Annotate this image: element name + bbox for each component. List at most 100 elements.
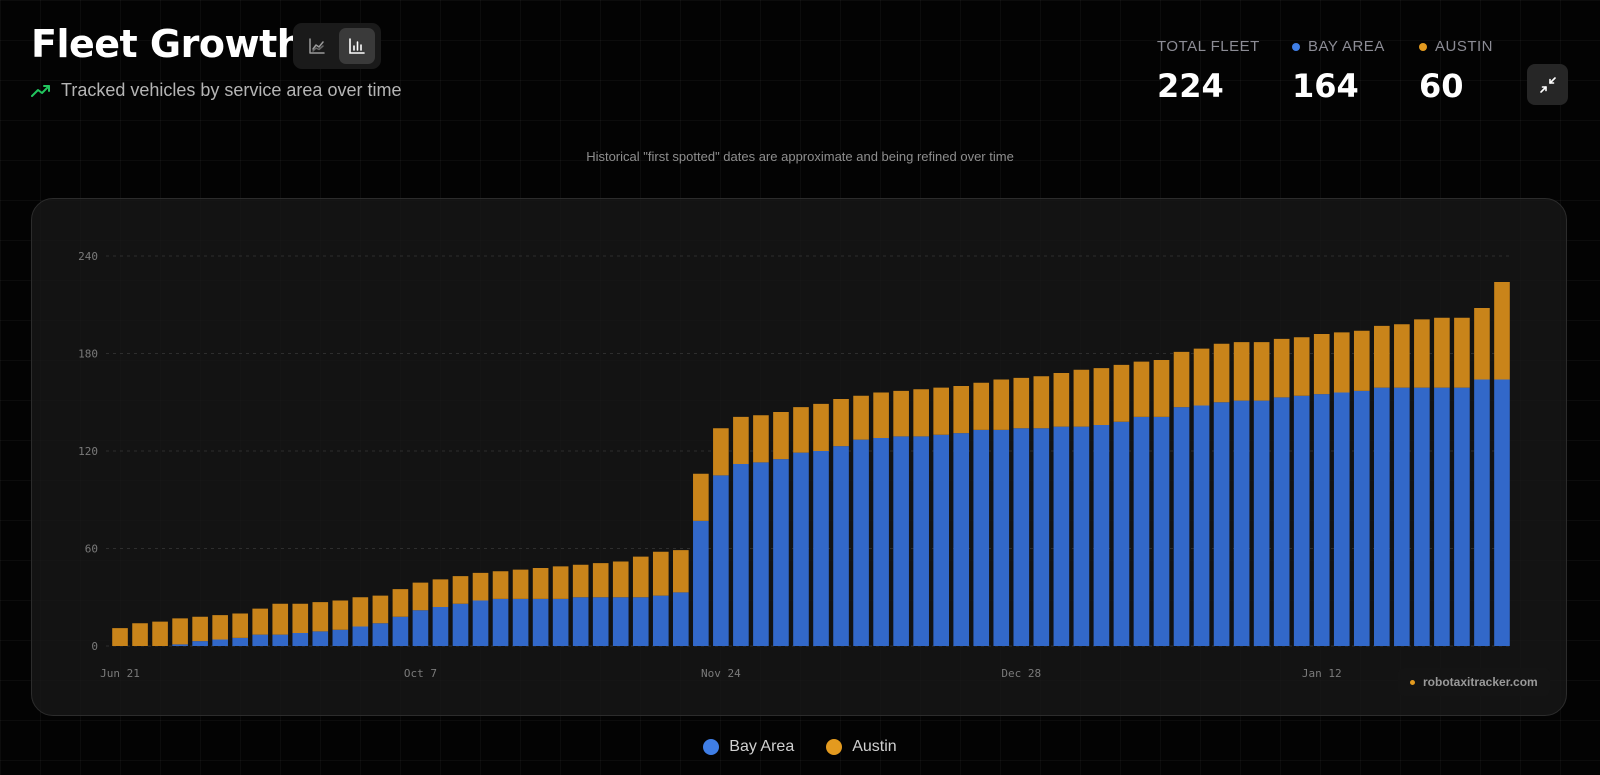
- line-chart-button[interactable]: [299, 28, 335, 64]
- bar-bay-area: [693, 520, 709, 646]
- bar-bay-area: [652, 595, 669, 646]
- bar-austin: [833, 399, 849, 447]
- bay-area-label: BAY AREA: [1292, 38, 1385, 55]
- bar-bay-area: [352, 626, 369, 646]
- bar-bay-area: [853, 439, 869, 646]
- bar-bay-area: [192, 641, 208, 646]
- legend-item-austin[interactable]: Austin: [826, 738, 897, 756]
- bar-austin: [1474, 308, 1490, 380]
- bar-bay-area: [953, 433, 970, 646]
- bar-bay-area: [813, 451, 829, 646]
- total-fleet-value: 224: [1157, 67, 1224, 105]
- bar-austin: [1313, 334, 1330, 395]
- total-fleet-stat: TOTAL FLEET 224: [1157, 38, 1260, 105]
- bar-bay-area: [1053, 426, 1070, 646]
- bar-austin: [1133, 361, 1150, 417]
- bar-austin: [1414, 319, 1430, 388]
- bar-austin: [1333, 332, 1350, 393]
- bar-bay-area: [713, 475, 729, 646]
- austin-label: AUSTIN: [1419, 38, 1493, 55]
- bar-austin: [552, 566, 569, 599]
- bar-austin: [873, 392, 889, 438]
- bar-bay-area: [252, 634, 269, 646]
- bar-austin: [1434, 317, 1450, 388]
- bar-bay-area: [913, 436, 929, 646]
- bar-austin: [1153, 360, 1170, 417]
- bar-chart-icon: [349, 38, 365, 54]
- bar-austin: [1093, 368, 1110, 425]
- bar-austin: [693, 473, 709, 521]
- bar-bay-area: [1474, 379, 1490, 646]
- bar-bay-area: [973, 429, 990, 646]
- bar-bay-area: [512, 598, 529, 646]
- legend-item-bay-area[interactable]: Bay Area: [703, 738, 794, 756]
- bar-bay-area: [1113, 421, 1130, 646]
- bar-austin: [753, 415, 769, 463]
- collapse-icon: [1539, 76, 1556, 93]
- bar-bay-area: [1394, 387, 1410, 646]
- austin-value: 60: [1419, 67, 1464, 105]
- bar-bay-area: [592, 597, 609, 646]
- bar-bay-area: [232, 637, 248, 646]
- bar-bay-area: [1033, 428, 1050, 646]
- bar-bay-area: [1193, 405, 1210, 646]
- bar-bay-area: [1093, 425, 1110, 646]
- bar-austin: [713, 428, 729, 476]
- bar-austin: [933, 387, 949, 435]
- bar-bay-area: [572, 597, 589, 646]
- x-tick-label: Jun 21: [100, 667, 140, 680]
- bar-bay-area: [172, 644, 188, 646]
- bar-bay-area: [1153, 416, 1170, 646]
- bar-austin: [372, 595, 389, 624]
- bar-austin: [1253, 342, 1270, 401]
- bar-austin: [572, 564, 589, 598]
- bar-austin: [152, 621, 168, 646]
- bar-austin: [332, 600, 349, 630]
- bar-bay-area: [212, 639, 228, 646]
- bar-austin: [652, 551, 669, 596]
- bar-bay-area: [552, 598, 569, 646]
- bar-austin: [1353, 330, 1370, 391]
- bar-bay-area: [893, 436, 909, 646]
- bar-bay-area: [272, 634, 289, 646]
- bar-austin: [292, 603, 309, 633]
- y-tick-label: 0: [91, 640, 98, 653]
- collapse-button[interactable]: [1527, 64, 1568, 105]
- watermark: robotaxitracker.com: [1398, 668, 1550, 696]
- bay-area-label-text: BAY AREA: [1308, 38, 1385, 55]
- bar-bay-area: [753, 462, 769, 646]
- bar-bay-area: [472, 600, 489, 646]
- bar-austin: [112, 628, 128, 646]
- bar-austin: [913, 389, 929, 437]
- bar-austin: [172, 618, 188, 645]
- data-disclaimer: Historical "first spotted" dates are app…: [586, 149, 1014, 164]
- watermark-text: robotaxitracker.com: [1423, 675, 1538, 689]
- bar-bay-area: [1374, 387, 1390, 646]
- bar-bay-area: [993, 429, 1010, 646]
- bar-austin: [953, 386, 970, 434]
- watermark-dot: [1410, 679, 1415, 685]
- bar-bay-area: [632, 597, 649, 646]
- bar-austin: [612, 561, 629, 598]
- bar-austin: [773, 412, 789, 460]
- y-tick-label: 240: [78, 250, 98, 263]
- bar-austin: [1394, 324, 1410, 388]
- bar-austin: [993, 379, 1010, 430]
- bar-austin: [272, 603, 289, 635]
- bar-bay-area: [492, 598, 509, 646]
- bar-austin: [412, 582, 429, 611]
- bar-bay-area: [1173, 407, 1190, 646]
- bar-austin: [632, 556, 649, 598]
- total-fleet-label: TOTAL FLEET: [1157, 38, 1260, 55]
- y-tick-label: 60: [85, 543, 98, 556]
- bar-austin: [1113, 364, 1130, 422]
- bar-chart-button[interactable]: [339, 28, 375, 64]
- subtitle-text: Tracked vehicles by service area over ti…: [61, 80, 402, 100]
- bar-austin: [392, 589, 409, 617]
- y-tick-label: 180: [78, 348, 98, 361]
- subtitle: Tracked vehicles by service area over ti…: [31, 80, 401, 101]
- bar-bay-area: [1434, 387, 1450, 646]
- bar-austin: [1013, 377, 1030, 429]
- austin-dot: [1419, 42, 1427, 51]
- x-tick-label: Nov 24: [701, 667, 741, 680]
